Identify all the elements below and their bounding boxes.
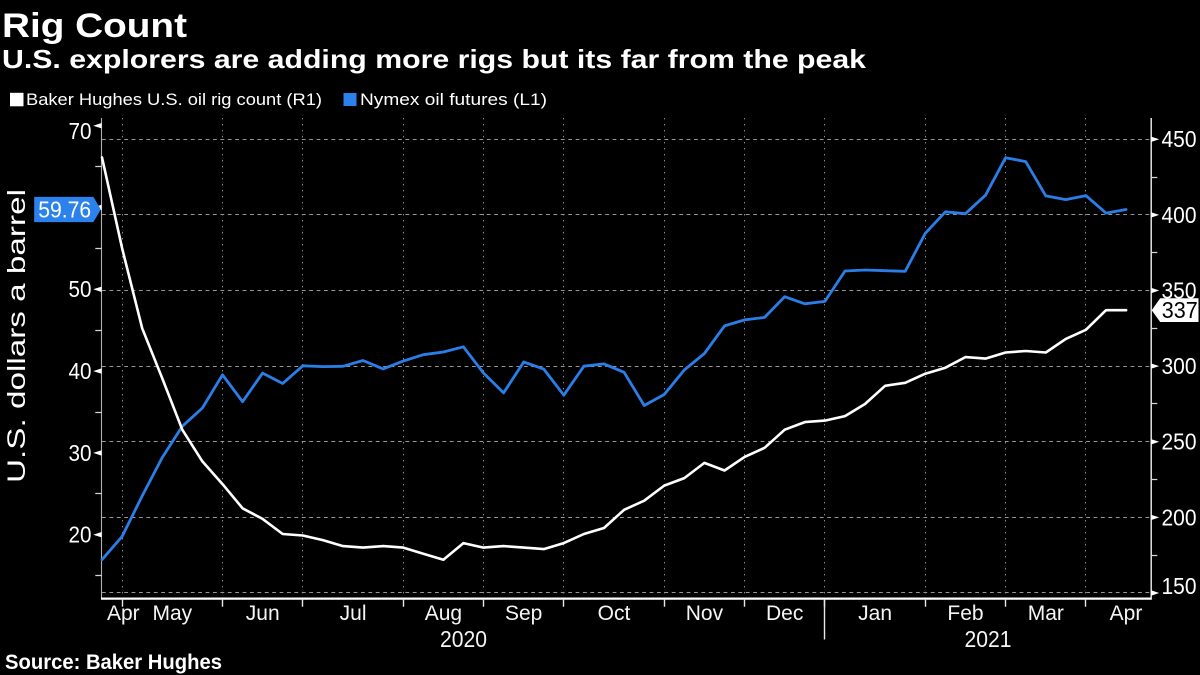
svg-text:Jan: Jan [858, 602, 892, 625]
svg-text:Jul: Jul [340, 602, 367, 625]
svg-text:50: 50 [69, 276, 92, 302]
svg-text:Oct: Oct [598, 602, 631, 625]
svg-text:450: 450 [1162, 126, 1197, 152]
svg-text:Apr: Apr [1110, 602, 1143, 625]
svg-text:Apr: Apr [107, 602, 140, 625]
svg-text:300: 300 [1162, 353, 1197, 379]
svg-text:20: 20 [69, 522, 92, 548]
svg-text:Nymex oil futures (L1): Nymex oil futures (L1) [360, 90, 547, 109]
svg-text:Aug: Aug [425, 602, 462, 625]
svg-text:2020: 2020 [440, 626, 487, 652]
svg-text:400: 400 [1162, 202, 1197, 228]
svg-text:U.S. explorers are adding more: U.S. explorers are adding more rigs but … [2, 44, 867, 74]
svg-text:2021: 2021 [965, 626, 1012, 652]
svg-text:337: 337 [1162, 297, 1198, 323]
svg-text:Feb: Feb [947, 602, 983, 625]
svg-text:Baker Hughes U.S. oil rig coun: Baker Hughes U.S. oil rig count (R1) [26, 90, 322, 109]
svg-text:Sep: Sep [505, 602, 542, 625]
svg-text:59.76: 59.76 [38, 196, 91, 222]
svg-text:May: May [152, 602, 192, 625]
svg-text:30: 30 [69, 440, 92, 466]
svg-text:150: 150 [1162, 573, 1197, 599]
svg-text:Dec: Dec [766, 602, 803, 625]
svg-text:Rig Count: Rig Count [2, 7, 187, 45]
svg-text:Nov: Nov [686, 602, 724, 625]
svg-text:40: 40 [69, 358, 92, 384]
svg-text:Source: Baker Hughes: Source: Baker Hughes [5, 651, 222, 674]
svg-text:250: 250 [1162, 429, 1197, 455]
svg-text:200: 200 [1162, 504, 1197, 530]
svg-text:Mar: Mar [1028, 602, 1064, 625]
svg-text:Jun: Jun [246, 602, 280, 625]
svg-text:U.S. dollars a barrel: U.S. dollars a barrel [3, 189, 31, 483]
svg-text:70: 70 [69, 118, 92, 144]
